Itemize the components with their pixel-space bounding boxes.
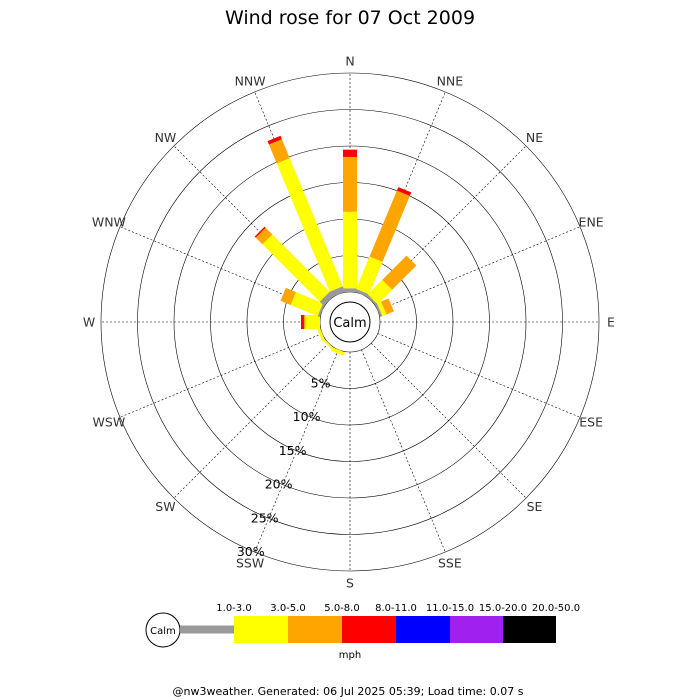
legend-swatch-2 [288,616,342,643]
bar-wsw-bin-1 [316,327,325,342]
bar-nw-bin-2 [255,227,273,245]
bar-ne-bin-1 [367,279,393,305]
direction-label-nnw: NNW [235,73,266,88]
bar-wnw-bin-0 [317,303,325,317]
direction-label-n: N [345,54,354,69]
direction-label-nw: NW [155,130,177,145]
bar-n-bin-1 [343,211,357,289]
bar-nne-bin-1 [356,256,383,295]
legend-bin-label-1: 3.0-5.0 [270,603,305,614]
units-label: mph [339,650,361,661]
speed-legend: Calm 1.0-3.0 3.0-5.0 5.0-8.0 8.0-11.0 11.0-15… [145,603,580,648]
bar-w-bin-2 [303,315,306,329]
radial-tick-label-15: 15% [279,443,307,458]
legend-swatch-1 [234,616,288,643]
spoke-ssw [254,349,339,553]
legend-swatch-3 [342,616,396,643]
bar-nnw-bin-0 [329,286,345,297]
direction-label-se: SE [527,499,543,514]
bar-wnw-bin-1 [290,292,323,317]
direction-label-wnw: WNW [92,215,126,230]
radial-tick-label-30: 30% [237,544,265,559]
spoke-sw [173,343,329,499]
direction-label-ne: NE [526,130,543,145]
direction-label-nne: NNE [437,73,464,88]
bar-ne-bin-2 [382,255,417,290]
grid-circle-25 [137,109,563,535]
legend-bin-label-4: 11.0-15.0 [426,603,474,614]
bar-nnw-bin-3 [267,135,282,145]
spoke-ese [377,333,581,418]
direction-label-e: E [607,315,615,330]
spoke-sse [361,349,446,553]
legend-swatch-4 [396,616,450,643]
spoke-ene [377,226,581,311]
bar-n-bin-3 [343,149,357,157]
direction-label-wsw: WSW [93,414,126,429]
radial-tick-labels: 5% 10% 15% 20% 25% 30% [237,375,331,559]
bar-nw-bin-1 [262,234,330,302]
bar-sw-bin-1 [322,338,334,350]
legend-bin-label-0: 1.0-3.0 [216,603,251,614]
legend-calm-label: Calm [150,626,176,637]
bar-nnw-bin-1 [276,158,343,292]
calm-label: Calm [333,316,366,331]
bar-n-bin-0 [343,288,357,292]
bar-w-bin-3 [301,315,304,329]
bar-nw-bin-3 [254,226,266,238]
radial-tick-label-10: 10% [293,409,321,424]
direction-label-ene: ENE [579,215,604,230]
direction-label-ssw: SSW [236,556,264,571]
bar-wnw-bin-2 [280,287,296,305]
radial-tick-label-20: 20% [265,477,293,492]
calm-circle [329,301,371,343]
bar-ene-bin-2 [381,298,394,315]
wind-bars [254,135,417,356]
legend-swatch-6 [503,616,556,643]
direction-label-ese: ESE [579,414,603,429]
bar-nne-bin-3 [396,187,412,196]
bar-nne-bin-0 [355,288,370,297]
direction-label-w: W [83,315,95,330]
legend-bin-label-3: 8.0-11.0 [375,603,417,614]
bar-ne-bin-0 [366,294,378,306]
bar-nnw-bin-2 [268,139,290,164]
bar-n-bin-2 [343,156,357,212]
bar-ene-bin-1 [377,301,387,317]
legend-bin-label-6: 20.0-50.0 [532,603,580,614]
bar-ssw-bin-1 [330,347,345,356]
direction-labels: N NNE NE ENE E ESE SE SSE S SSW SW WSW W WNW NW NNW [83,54,615,591]
direction-label-sse: SSE [438,556,462,571]
radial-tick-label-5: 5% [311,375,331,390]
legend-bin-label-5: 15.0-20.0 [479,603,527,614]
legend-swatch-0 [180,625,234,634]
grid-circle-30 [100,72,600,572]
spoke-wsw [119,333,323,418]
spoke-se [371,343,527,499]
bar-nne-bin-2 [369,190,410,262]
bar-w-bin-1 [305,315,320,329]
direction-label-sw: SW [155,499,175,514]
legend-swatch-5 [450,616,503,643]
bar-nw-bin-0 [319,291,334,306]
legend-bin-label-2: 5.0-8.0 [324,603,359,614]
radial-tick-label-25: 25% [251,510,279,525]
footer-text: @nw3weather. Generated: 06 Jul 2025 05:3… [173,685,524,698]
bar-ene-bin-0 [375,303,383,317]
chart-title: Wind rose for 07 Oct 2009 [225,7,475,29]
direction-label-s: S [346,576,354,591]
calm-center: Calm [329,301,371,343]
